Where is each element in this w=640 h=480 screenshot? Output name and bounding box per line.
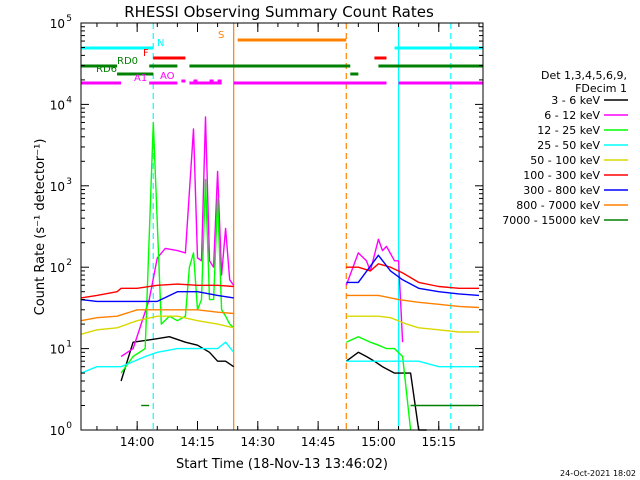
y-axis-label: Count Rate (s⁻¹ detector⁻¹) [33,139,48,316]
y-tick-label: 10 [50,180,65,194]
series-line-300-800-kev-0 [80,291,234,303]
series-lines [80,116,480,431]
legend-label-7000-15000-kev: 7000 - 15000 keV [502,214,600,227]
series-line-100-300-kev-1 [346,263,479,289]
x-tick-label: 15:00 [361,435,396,449]
y-tick-exponent: 0 [66,421,72,431]
series-line-50-100-kev-0 [80,315,234,335]
state-label-ao: AO [160,71,175,82]
series-line-12-25-kev-0 [120,121,235,374]
series-line-25-50-kev-0 [80,341,235,374]
state-label-rd0: RD0 [117,56,138,67]
plot-frame [80,22,484,431]
legend-header-line: Det 1,3,4,5,6,9, [541,69,627,82]
x-axis-label: Start Time (18-Nov-13 13:46:02) [176,457,388,472]
legend-label-12-25-kev: 12 - 25 keV [537,124,600,137]
legend-header-line: FDecim 1 [575,82,627,95]
y-tick-label: 10 [50,343,65,357]
series-line-6-12-kev-1 [345,238,404,343]
event-markers [152,23,452,430]
series-line-25-50-kev-1 [346,360,479,368]
series-line-50-100-kev-1 [346,315,479,333]
y-tick-exponent: 2 [66,258,72,268]
x-tick-label: 14:15 [180,435,215,449]
state-label-a1: A1 [134,73,147,84]
x-tick-label: 14:00 [120,435,155,449]
y-tick-label: 10 [50,17,65,31]
legend-label-25-50-kev: 25 - 50 keV [537,139,600,152]
y-tick-exponent: 4 [66,95,72,105]
chart-title: RHESSI Observing Summary Count Rates [124,3,434,21]
legend-label-6-12-kev: 6 - 12 keV [544,109,600,122]
series-line-100-300-kev-0 [80,283,234,299]
y-tick-label: 10 [50,98,65,112]
series-line-3-6-kev-0 [120,336,235,382]
series-line-6-12-kev-0 [120,116,235,358]
x-tick-label: 15:15 [421,435,456,449]
x-tick-label: 14:30 [241,435,276,449]
state-label-s: S [218,30,224,41]
state-label-rd6: RD6 [96,64,117,75]
legend-label-100-300-kev: 100 - 300 keV [523,169,600,182]
y-tick-label: 10 [50,424,65,438]
y-tick-label: 10 [50,261,65,275]
y-tick-exponent: 5 [66,14,72,24]
y-tick-exponent: 1 [66,340,72,350]
series-line-300-800-kev-1 [346,254,480,297]
x-axis-ticks: 14:00 14:15 14:30 14:45 15:00 15:15 [96,23,480,449]
state-label-f: F [143,48,149,59]
series-line-12-25-kev-1 [346,336,412,431]
legend-label-3-6-kev: 3 - 6 keV [551,94,600,107]
legend-label-50-100-kev: 50 - 100 keV [530,154,600,167]
y-tick-exponent: 3 [66,177,72,187]
series-line-800-7000-kev-0 [80,309,234,322]
x-tick-label: 14:45 [301,435,336,449]
series-line-3-6-kev-1 [345,351,427,431]
generated-timestamp: 24-Oct-2021 18:02 [560,469,636,478]
legend: Det 1,3,4,5,6,9,FDecim 13 - 6 keV 6 - 12 … [502,69,628,227]
series-line-800-7000-kev-1 [346,294,480,309]
legend-label-800-7000-kev: 800 - 7000 keV [516,199,600,212]
state-label-n: N [157,38,164,49]
legend-label-300-800-kev: 300 - 800 keV [523,184,600,197]
